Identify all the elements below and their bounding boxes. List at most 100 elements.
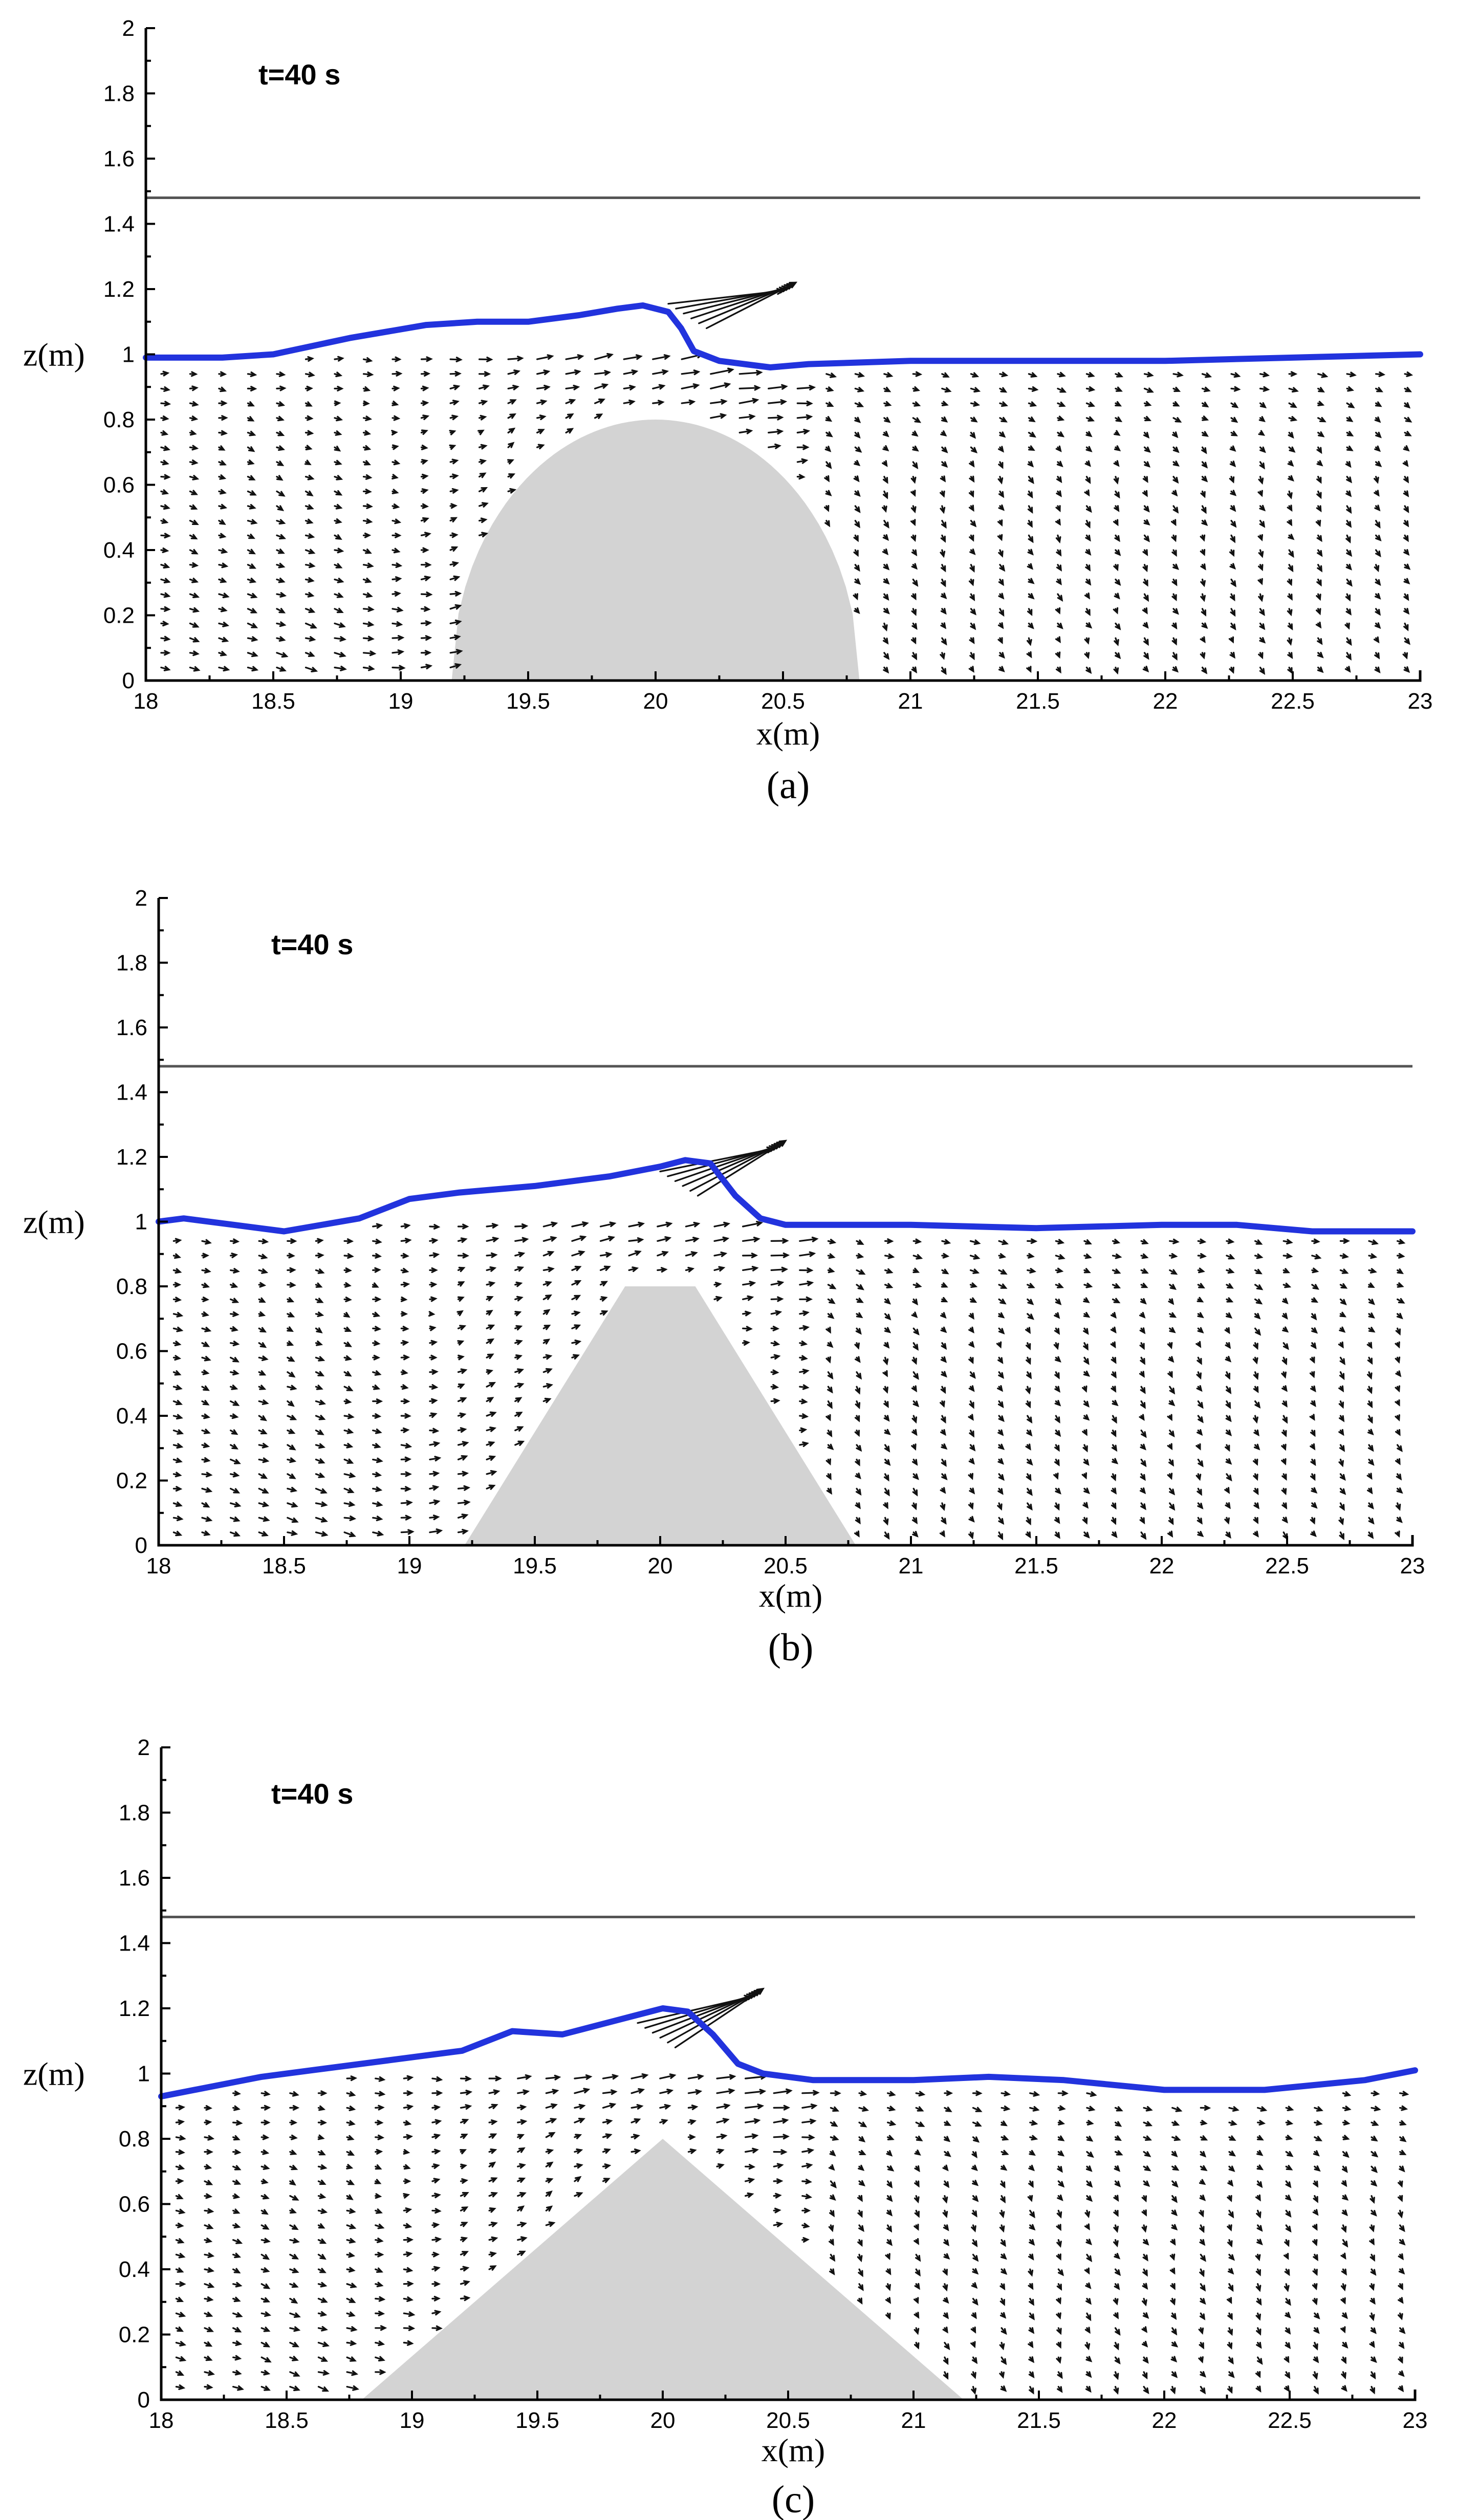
- x-tick-label-a: 22: [1153, 689, 1178, 714]
- velocity-vector-a: [218, 489, 227, 495]
- velocity-vector-a: [305, 577, 315, 583]
- velocity-vector-a: [1402, 652, 1408, 660]
- velocity-vector-b: [1396, 1517, 1403, 1523]
- velocity-vector-b: [1111, 1444, 1118, 1452]
- velocity-vector-a: [189, 430, 197, 436]
- velocity-vector-b: [400, 1223, 411, 1229]
- velocity-vector-c: [574, 2176, 582, 2182]
- velocity-vector-c: [1342, 2194, 1349, 2201]
- velocity-vector-a: [998, 446, 1004, 453]
- velocity-vector-b: [997, 1385, 1004, 1392]
- velocity-vector-c: [431, 2163, 440, 2169]
- velocity-vector-a: [1374, 636, 1380, 644]
- velocity-vector-a: [1404, 387, 1412, 392]
- velocity-vector-b: [172, 1472, 182, 1478]
- velocity-vector-b: [230, 1472, 240, 1478]
- velocity-vector-b: [287, 1282, 296, 1288]
- velocity-vector-b: [258, 1415, 267, 1421]
- velocity-vector-c: [914, 2150, 921, 2156]
- velocity-vector-b: [343, 1238, 354, 1244]
- velocity-vector-c: [175, 2222, 184, 2228]
- velocity-vector-a: [305, 607, 316, 613]
- velocity-vector-a: [825, 372, 837, 378]
- velocity-vector-a: [997, 637, 1003, 645]
- velocity-vector-c: [829, 2268, 835, 2275]
- velocity-vector-c: [972, 2090, 983, 2096]
- velocity-vector-c: [829, 2150, 836, 2157]
- velocity-vector-a: [362, 357, 373, 363]
- velocity-vector-a: [334, 503, 343, 510]
- velocity-vector-b: [911, 1502, 917, 1510]
- velocity-vector-c: [317, 2253, 327, 2260]
- velocity-vector-b: [1197, 1400, 1204, 1409]
- velocity-vector-b: [372, 1443, 381, 1449]
- velocity-vector-a: [392, 607, 404, 612]
- velocity-vector-a: [1057, 415, 1065, 421]
- velocity-vector-a: [882, 460, 888, 467]
- velocity-vector-c: [1398, 2297, 1404, 2304]
- velocity-vector-a: [998, 593, 1005, 600]
- velocity-vector-b: [1310, 1473, 1316, 1481]
- velocity-vector-a: [968, 490, 974, 498]
- velocity-vector-a: [334, 459, 342, 466]
- velocity-vector-a: [536, 414, 547, 421]
- velocity-vector-b: [201, 1327, 212, 1332]
- velocity-vector-b: [969, 1254, 981, 1260]
- velocity-vector-a: [189, 549, 199, 555]
- velocity-vector-c: [175, 2281, 186, 2287]
- velocity-vector-b: [456, 1310, 464, 1317]
- velocity-vector-c: [1171, 2195, 1178, 2203]
- velocity-vector-a: [1346, 476, 1353, 484]
- velocity-vector-a: [391, 430, 398, 436]
- velocity-vector-a: [940, 652, 945, 660]
- velocity-vector-a: [882, 476, 888, 484]
- velocity-vector-b: [258, 1531, 269, 1537]
- velocity-vector-b: [457, 1514, 469, 1519]
- velocity-vector-c: [1285, 2106, 1294, 2111]
- velocity-vector-b: [1254, 1312, 1261, 1320]
- x-tick-label-a: 19: [388, 689, 414, 714]
- velocity-vector-a: [940, 549, 946, 558]
- velocity-vector-c: [431, 2208, 442, 2214]
- velocity-vector-a: [334, 371, 343, 378]
- velocity-vector-c: [1256, 2297, 1262, 2306]
- velocity-vector-a: [999, 417, 1008, 423]
- velocity-vector-b: [883, 1342, 890, 1349]
- velocity-vector-b: [1253, 1386, 1259, 1393]
- velocity-vector-c: [1398, 2283, 1403, 2290]
- velocity-vector-b: [1368, 1517, 1375, 1525]
- velocity-vector-b: [1395, 1502, 1401, 1511]
- velocity-vector-a: [1056, 476, 1062, 484]
- velocity-vector-c: [1398, 2370, 1405, 2377]
- velocity-vector-b: [827, 1400, 833, 1409]
- velocity-vector-a: [796, 458, 809, 464]
- velocity-vector-c: [346, 2385, 359, 2391]
- velocity-vector-c: [1057, 2150, 1065, 2157]
- velocity-vector-b: [1226, 1254, 1235, 1260]
- velocity-vector-c: [745, 2177, 755, 2183]
- velocity-vector-c: [289, 2341, 299, 2348]
- velocity-vector-b: [1226, 1312, 1233, 1319]
- velocity-vector-a: [1201, 461, 1208, 469]
- velocity-vector-c: [260, 2327, 271, 2332]
- velocity-vector-a: [392, 489, 399, 494]
- velocity-vector-b: [287, 1326, 294, 1332]
- velocity-vector-c: [460, 2163, 468, 2170]
- velocity-vector-b: [1225, 1342, 1231, 1349]
- velocity-vector-c: [488, 2148, 497, 2154]
- velocity-vector-c: [887, 2091, 896, 2097]
- velocity-vector-a: [420, 473, 429, 479]
- velocity-vector-b: [1112, 1458, 1119, 1464]
- velocity-vector-b: [1225, 1400, 1231, 1409]
- velocity-vector-c: [175, 2194, 184, 2200]
- velocity-vector-b: [315, 1311, 324, 1318]
- velocity-vector-c: [914, 2341, 920, 2350]
- velocity-vector-c: [1028, 2268, 1034, 2277]
- velocity-vector-c: [1142, 2253, 1148, 2262]
- velocity-vector-b: [799, 1251, 816, 1257]
- velocity-vector-c: [687, 2119, 697, 2125]
- y-tick-label-b: 0.2: [116, 1469, 147, 1494]
- velocity-vector-a: [420, 459, 428, 465]
- velocity-vector-c: [232, 2312, 243, 2318]
- velocity-vector-a: [710, 399, 728, 405]
